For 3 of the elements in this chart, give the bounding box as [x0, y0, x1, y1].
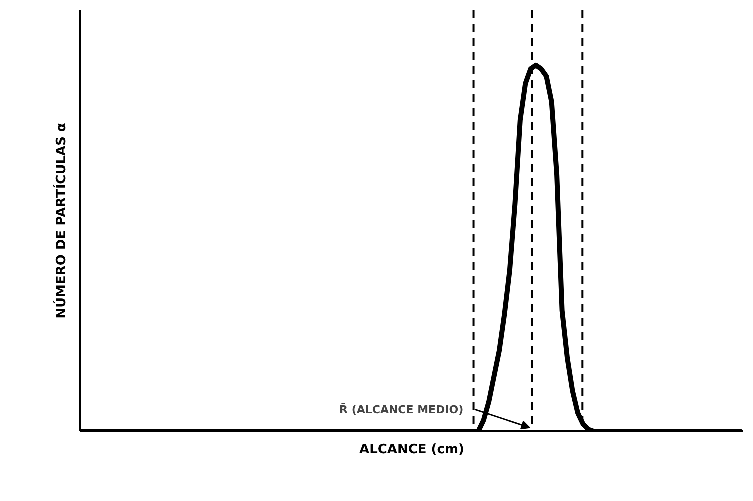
annotation: R̄ (ALCANCE MEDIO)	[340, 402, 464, 417]
y-axis-title: NÚMERO DE PARTÍCULAS α	[52, 123, 70, 319]
x-axis-title: ALCANCE (cm)	[360, 442, 464, 458]
